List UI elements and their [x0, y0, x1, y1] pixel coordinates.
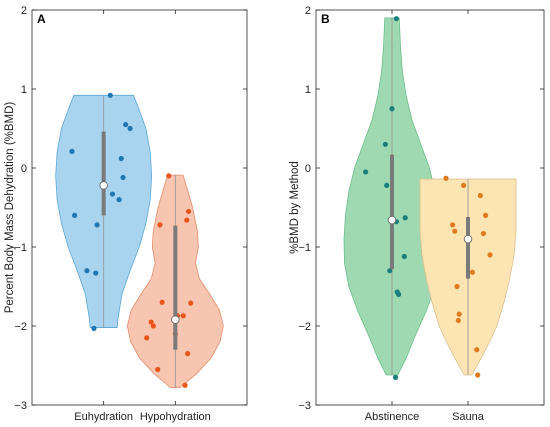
data-point: [93, 270, 99, 276]
data-point: [118, 155, 124, 162]
panel-a: −3 −2 −1 0 1 2 Euhydration Hypohydration Percent…: [4, 5, 248, 423]
data-point: [69, 148, 75, 155]
data-point: [480, 230, 486, 237]
data-point: [474, 347, 480, 353]
data-point: [393, 16, 399, 22]
y-tick-label: −3: [298, 400, 311, 412]
data-point: [123, 121, 129, 128]
x-tick-label: Abstinence: [365, 411, 419, 423]
data-point: [120, 174, 126, 181]
data-point: [452, 228, 458, 234]
data-point: [487, 252, 493, 258]
y-tick-label: 0: [21, 163, 27, 175]
data-point: [127, 125, 133, 132]
data-point: [402, 215, 408, 221]
iqr-bar: [173, 225, 178, 350]
data-point: [384, 182, 390, 188]
data-point: [363, 169, 369, 175]
x-tick-label: Hypohydration: [140, 411, 211, 423]
data-point: [401, 253, 407, 260]
x-tick-label: Euhydration: [74, 411, 133, 423]
axes-box: [31, 9, 248, 406]
data-point: [148, 319, 154, 325]
data-point: [456, 311, 462, 317]
y-tick-label: −1: [14, 242, 27, 254]
median-marker: [99, 181, 108, 190]
panel-label: B: [321, 12, 330, 26]
data-point: [185, 208, 192, 215]
data-point: [450, 222, 456, 228]
data-point: [454, 283, 460, 290]
y-tick-label: −3: [14, 400, 27, 412]
data-point: [483, 212, 489, 218]
data-point: [382, 141, 388, 147]
data-point: [107, 92, 113, 98]
data-point: [477, 193, 483, 199]
data-point: [72, 212, 78, 218]
y-tick-label: −1: [298, 242, 311, 254]
y-tick-label: −2: [14, 321, 27, 333]
iqr-bar: [101, 131, 106, 216]
data-point: [392, 374, 399, 380]
data-point: [389, 106, 395, 112]
panel-b: −3 −2 −1 0 1 2 Abstinence Sauna %BMD by Method B: [289, 5, 545, 423]
data-point: [109, 191, 116, 197]
y-tick-label: 2: [305, 5, 311, 17]
panel-label: A: [37, 12, 46, 26]
median-marker: [171, 315, 180, 324]
data-point: [150, 323, 156, 329]
data-point: [91, 325, 97, 331]
iqr-bar: [466, 216, 470, 279]
median-marker: [463, 234, 473, 244]
data-point: [469, 269, 475, 275]
y-tick-label: −2: [298, 321, 311, 333]
data-point: [155, 366, 161, 373]
data-point: [185, 351, 191, 357]
y-tick-label: 1: [21, 84, 27, 96]
data-point: [157, 222, 163, 228]
y-tick-label: 0: [305, 163, 311, 175]
data-point: [188, 300, 194, 306]
axes-box: [315, 9, 545, 406]
data-point: [180, 313, 186, 319]
iqr-bar: [390, 154, 394, 270]
data-point: [116, 197, 122, 203]
y-axis-label: Percent Body Mass Dehydration (%BMD): [4, 102, 16, 314]
data-point: [387, 268, 393, 274]
data-point: [159, 299, 165, 305]
data-point: [455, 317, 461, 324]
y-tick-label: 1: [305, 84, 311, 96]
y-axis-label: %BMD by Method: [289, 161, 301, 254]
y-tick-label: 2: [21, 5, 27, 17]
data-point: [94, 222, 100, 228]
data-point: [144, 335, 150, 341]
data-point: [475, 372, 481, 378]
data-point: [461, 182, 467, 188]
data-point: [84, 268, 90, 274]
median-marker: [387, 215, 397, 225]
data-point: [184, 217, 190, 223]
x-tick-label: Sauna: [452, 411, 485, 423]
data-point: [396, 291, 402, 297]
data-point: [443, 175, 449, 181]
data-point: [166, 173, 172, 179]
data-point: [182, 382, 188, 388]
